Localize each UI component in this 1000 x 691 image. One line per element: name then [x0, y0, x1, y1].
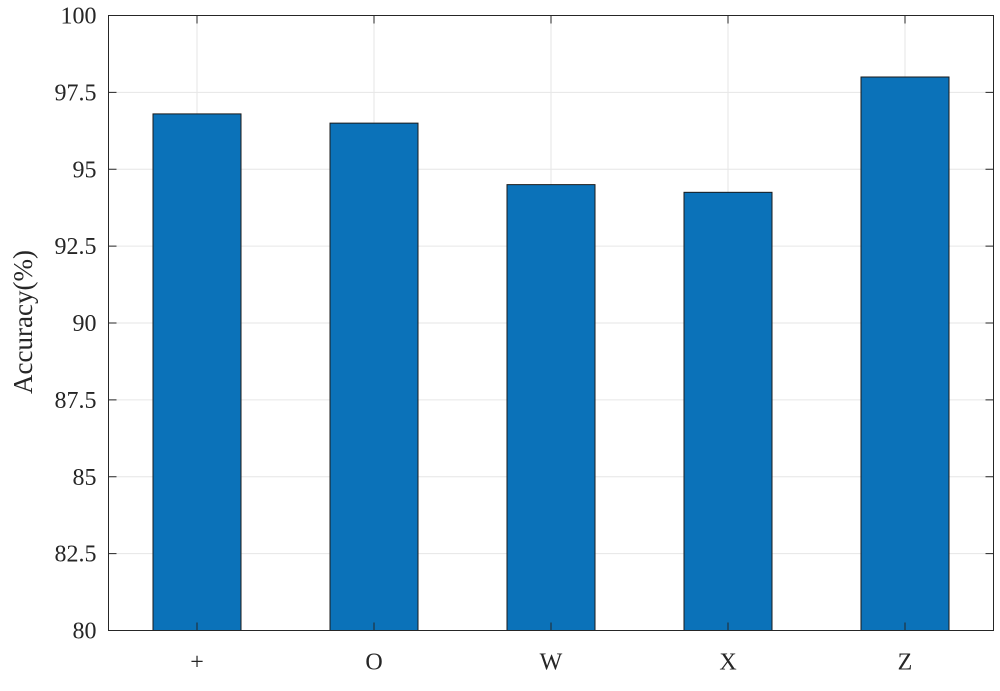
- ticks: 80 82.5 85 87.5 90 92.5 95 97.5 100 + O W X Z: [55, 4, 994, 676]
- y-tick-label: 85: [73, 465, 97, 491]
- y-tick-label: 97.5: [55, 80, 97, 106]
- y-axis-label: Accuracy(%): [8, 250, 38, 394]
- y-tick-label: 92.5: [55, 234, 97, 260]
- bar-Z: [860, 76, 950, 631]
- bars: [152, 76, 950, 631]
- x-tick-label: Z: [898, 650, 913, 676]
- y-tick-label: 80: [73, 619, 97, 645]
- x-tick-label: W: [540, 650, 563, 676]
- x-tick-label: +: [190, 650, 204, 676]
- y-tick-label: 82.5: [55, 542, 97, 568]
- bar-X: [683, 191, 773, 631]
- y-tick-label: 95: [73, 157, 97, 183]
- x-tick-label: X: [719, 650, 736, 676]
- bar-+: [152, 113, 242, 631]
- y-tick-label: 87.5: [55, 388, 97, 414]
- bar-W: [506, 184, 596, 631]
- x-tick-label: O: [365, 650, 382, 676]
- bar-O: [329, 122, 419, 631]
- y-tick-label: 100: [61, 4, 97, 30]
- y-tick-label: 90: [73, 311, 97, 337]
